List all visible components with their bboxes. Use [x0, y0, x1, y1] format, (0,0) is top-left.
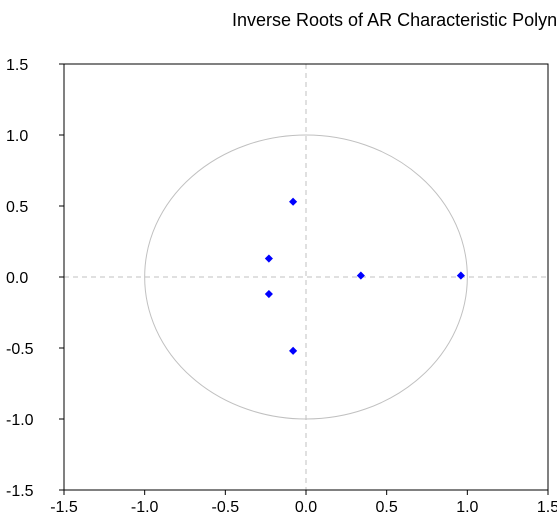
y-tick-label: -1.0: [6, 412, 34, 429]
x-tick-label: -1.5: [50, 499, 78, 516]
y-tick-label: 1.0: [6, 128, 28, 145]
unit-circle-layer: [144, 134, 468, 420]
root-point: [356, 271, 365, 280]
x-tick-label: -0.5: [212, 499, 240, 516]
reference-lines: [64, 64, 548, 490]
root-point: [264, 254, 273, 263]
root-point: [289, 346, 298, 355]
data-points: [264, 197, 465, 355]
y-tick-label: 0.5: [6, 199, 28, 216]
y-tick-label: 1.5: [6, 57, 28, 74]
y-tick-label: -1.5: [6, 483, 34, 500]
unit-circle: [144, 134, 468, 420]
root-point: [264, 289, 273, 299]
root-point: [289, 197, 298, 206]
x-tick-label: 0.0: [295, 499, 317, 516]
x-tick-label: -1.0: [131, 499, 159, 516]
y-axis-ticks: 1.5 1.0 0.5 0.0 -0.5 -1.0 -1.5: [6, 57, 64, 500]
y-tick-label: -0.5: [6, 341, 34, 358]
x-tick-label: 1.5: [537, 499, 557, 516]
root-point: [456, 271, 465, 280]
chart-title: Inverse Roots of AR Characteristic Polyn…: [232, 10, 557, 30]
y-tick-label: 0.0: [6, 270, 28, 287]
x-tick-label: 1.0: [456, 499, 478, 516]
x-axis-ticks: -1.5 -1.0 -0.5 0.0 0.5 1.0 1.5: [50, 490, 557, 516]
x-tick-label: 0.5: [376, 499, 398, 516]
